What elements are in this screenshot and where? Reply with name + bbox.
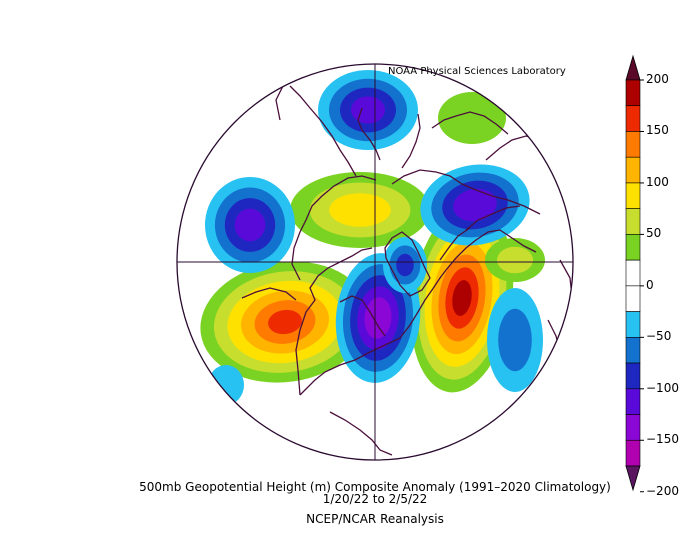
- date-range: 1/20/22 to 2/5/22: [322, 492, 428, 506]
- colorbar-block: [625, 311, 641, 338]
- coastline: [299, 269, 447, 396]
- coastline: [339, 295, 386, 337]
- colorbar-block: [625, 208, 641, 235]
- colorbar-block: [625, 105, 641, 132]
- coastline: [559, 259, 573, 297]
- colorbar-bottom-arrow: [625, 465, 641, 492]
- colorbar-tick-label: −50: [646, 329, 672, 344]
- coastlines: [241, 71, 573, 456]
- coastline: [391, 169, 541, 215]
- ridge-iberia: [497, 246, 533, 274]
- map-grid: [176, 63, 574, 461]
- trough-mid-atlantic: [498, 308, 532, 372]
- coastline: [401, 113, 421, 169]
- colorbar-tick-label: 150: [646, 123, 669, 138]
- coastline: [329, 411, 393, 456]
- coastline: [295, 247, 373, 396]
- colorbar-block: [625, 79, 641, 107]
- trough-subtropical-pacific: [208, 365, 244, 405]
- colorbar-tick-label: −150: [646, 432, 679, 447]
- coastline: [289, 85, 357, 177]
- colorbar-tick-label: 200: [646, 72, 669, 86]
- colorbar-block: [625, 362, 641, 390]
- coastline: [485, 135, 541, 161]
- coastline: [445, 229, 537, 271]
- colorbar-tick-label: 50: [646, 226, 662, 241]
- colorbar-block: [625, 337, 641, 364]
- anomaly-fields: [200, 70, 545, 405]
- ridge-siberia-east: [438, 92, 506, 144]
- colorbar-block: [625, 285, 641, 312]
- trough-greenland: [396, 253, 414, 277]
- trough-north-pacific: [234, 208, 266, 242]
- ridge-arctic: [329, 193, 391, 227]
- trough-central-asia: [453, 188, 497, 222]
- colorbar-block: [625, 156, 641, 184]
- coastline: [465, 205, 521, 231]
- colorbar-block: [625, 414, 641, 441]
- source-label: NOAA Physical Sciences Laboratory: [388, 66, 566, 77]
- colorbar-tick-label: 100: [646, 174, 669, 189]
- colorbar-top-arrow: [625, 54, 641, 81]
- coastline: [291, 175, 377, 281]
- trough-east-asia: [351, 96, 385, 124]
- dataset-label: NCEP/NCAR Reanalysis: [306, 512, 444, 526]
- colorbar-block: [625, 131, 641, 158]
- colorbar-block: [625, 234, 641, 261]
- colorbar-tick-label: 0: [646, 277, 654, 292]
- map-title: 500mb Geopotential Height (m) Composite …: [139, 480, 611, 494]
- coastline: [357, 107, 381, 161]
- colorbar-block: [625, 182, 641, 209]
- coastline: [275, 71, 293, 121]
- colorbar-block: [625, 388, 641, 415]
- coastline: [241, 287, 297, 301]
- colorbar-tick-label: −200: [646, 483, 679, 498]
- coastline: [384, 231, 431, 297]
- coastline: [439, 227, 471, 261]
- colorbar-tick-label: −100: [646, 380, 679, 395]
- colorbar-block: [625, 439, 641, 467]
- colorbar-block: [625, 259, 641, 287]
- ridge-western-europe: [452, 280, 472, 316]
- ridge-alaska: [268, 309, 302, 335]
- coastline: [431, 111, 509, 135]
- trough-eastern-north-america: [364, 297, 392, 339]
- colorbar: [625, 54, 644, 493]
